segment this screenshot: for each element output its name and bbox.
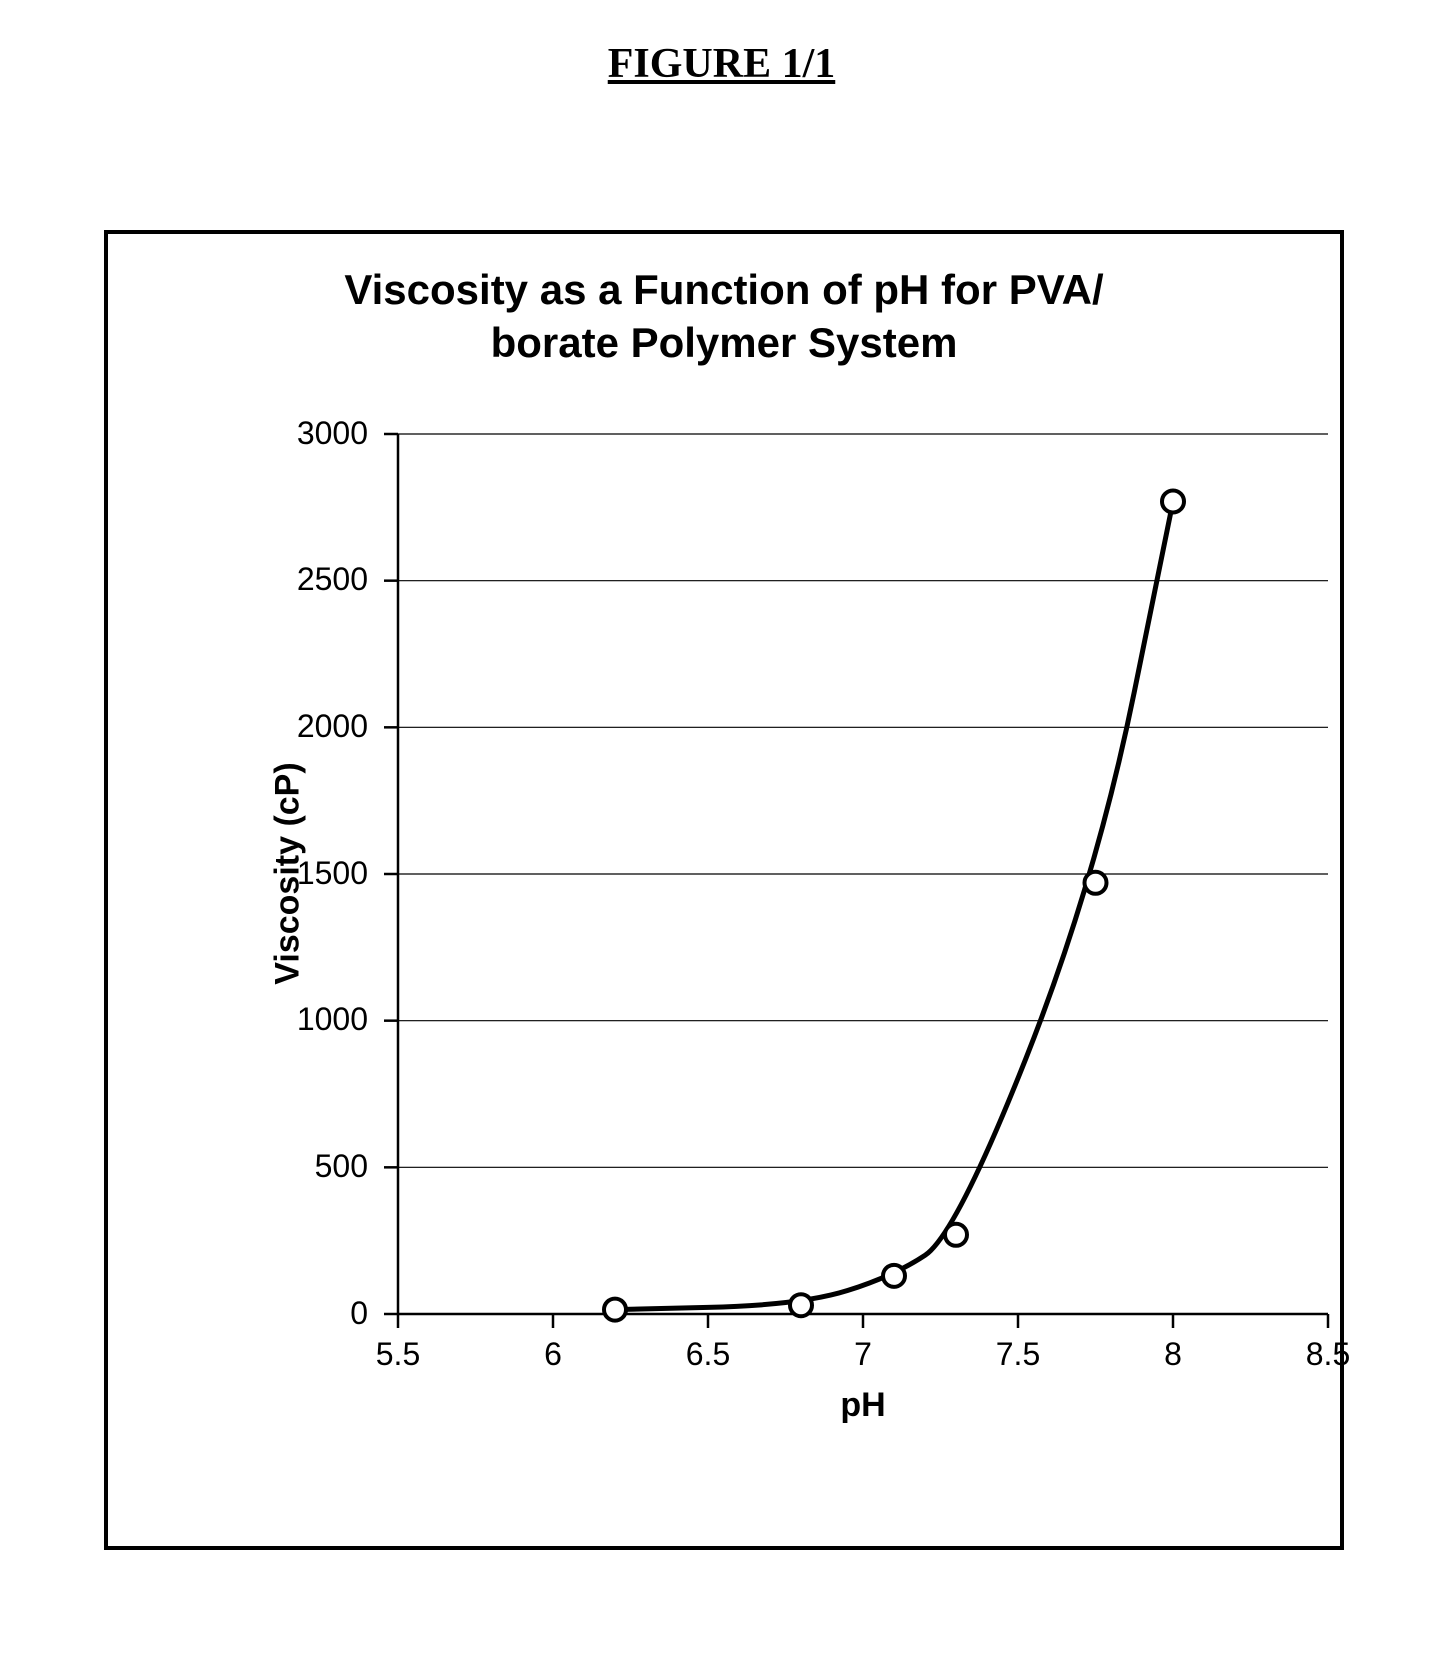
- chart-title-line-2: borate Polymer System: [491, 319, 958, 366]
- y-tick-label: 3000: [248, 415, 368, 452]
- x-axis-label: pH: [823, 1386, 903, 1425]
- chart-panel: Viscosity as a Function of pH for PVA/ b…: [104, 230, 1344, 1550]
- y-tick-label: 1500: [248, 855, 368, 892]
- y-tick-label: 0: [248, 1295, 368, 1332]
- y-tick-label: 1000: [248, 1001, 368, 1038]
- chart-title-line-1: Viscosity as a Function of pH for PVA/: [344, 266, 1103, 313]
- chart-plot: [358, 394, 1368, 1354]
- page: FIGURE 1/1 Viscosity as a Function of pH…: [0, 0, 1443, 1654]
- figure-caption: FIGURE 1/1: [0, 40, 1443, 88]
- y-tick-label: 500: [248, 1148, 368, 1185]
- chart-title: Viscosity as a Function of pH for PVA/ b…: [108, 264, 1340, 369]
- y-tick-label: 2000: [248, 708, 368, 745]
- y-tick-label: 2500: [248, 561, 368, 598]
